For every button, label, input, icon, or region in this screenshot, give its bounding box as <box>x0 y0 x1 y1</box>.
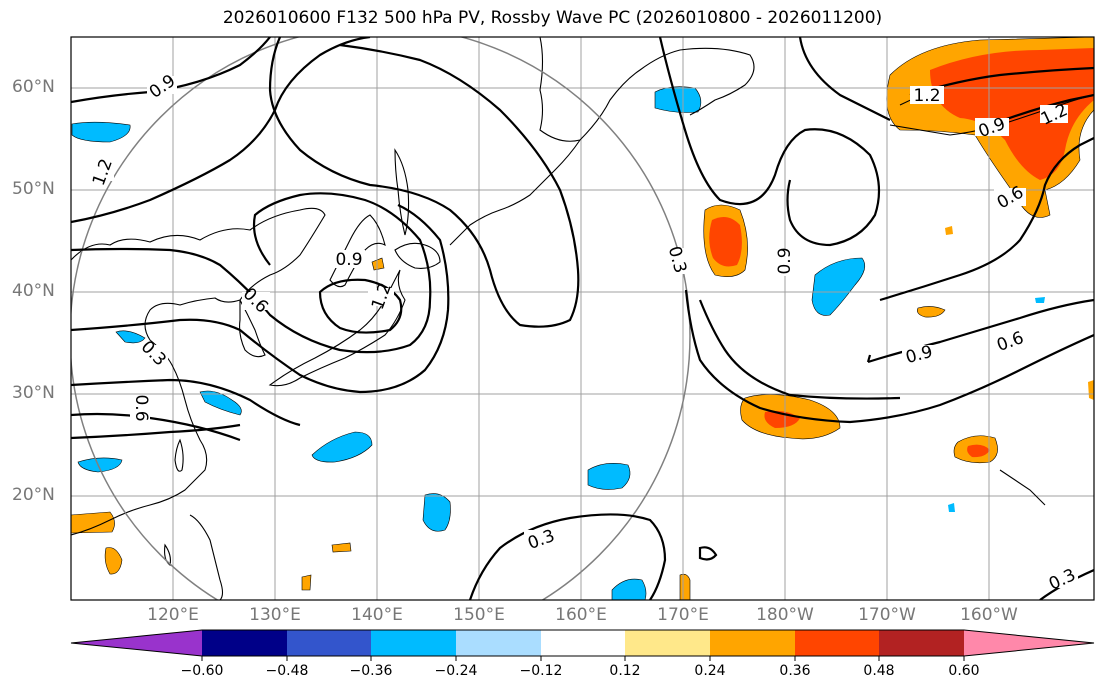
lat-label: 30°N <box>12 383 55 403</box>
colorbar-tick-label: −0.48 <box>265 663 309 679</box>
lon-label: 160°E <box>555 605 607 625</box>
colorbar-tick-label: −0.36 <box>349 663 393 679</box>
region-circle <box>71 37 691 600</box>
lon-label: 140°E <box>351 605 403 625</box>
lon-label: 120°E <box>147 605 199 625</box>
colorbar-tick-label: 0.12 <box>609 663 641 679</box>
map-title: 2026010600 F132 500 hPa PV, Rossby Wave … <box>222 8 883 28</box>
colorbar-tick-label: −0.60 <box>180 663 224 679</box>
colorbar <box>70 629 1095 661</box>
colorbar-segment <box>710 630 795 656</box>
colorbar-tick-label: 0.60 <box>948 663 980 679</box>
colorbar-segment <box>795 630 879 656</box>
colorbar-tick-label: −0.24 <box>434 663 478 679</box>
lon-label: 160°W <box>960 605 1018 625</box>
colorbar-segment <box>371 630 456 656</box>
lat-label: 50°N <box>12 179 55 199</box>
colorbar-segment <box>879 630 964 656</box>
lat-label: 20°N <box>12 485 55 505</box>
contour-label: 0.9 <box>775 247 795 274</box>
lon-label: 180°W <box>756 605 814 625</box>
positive-anomaly-shading <box>71 37 1094 600</box>
colorbar-tick-label: 0.24 <box>694 663 726 679</box>
contour-label: 0.9 <box>335 250 362 270</box>
colorbar-tick-label: 0.36 <box>779 663 811 679</box>
contour-label: 0.6 <box>131 394 151 421</box>
lat-label: 60°N <box>12 77 55 97</box>
map-frame <box>70 36 1095 601</box>
colorbar-segment <box>625 630 710 656</box>
lon-label: 170°W <box>858 605 916 625</box>
colorbar-segment <box>456 630 541 656</box>
colorbar-tick-label: −0.12 <box>519 663 563 679</box>
colorbar-segment <box>202 630 287 656</box>
colorbar-tick-label: 0.48 <box>863 663 895 679</box>
colorbar-segment <box>964 630 1094 656</box>
pv-contours <box>71 37 1094 600</box>
colorbar-segment <box>541 630 625 656</box>
contour-label: 1.2 <box>913 86 940 106</box>
lon-label: 150°E <box>453 605 505 625</box>
lon-label: 130°E <box>249 605 301 625</box>
lon-label: 170°E <box>657 605 709 625</box>
negative-anomaly-shading <box>71 86 1045 600</box>
lat-label: 40°N <box>12 281 55 301</box>
colorbar-segment <box>287 630 371 656</box>
colorbar-segment <box>71 630 202 656</box>
coastlines <box>71 37 1094 600</box>
